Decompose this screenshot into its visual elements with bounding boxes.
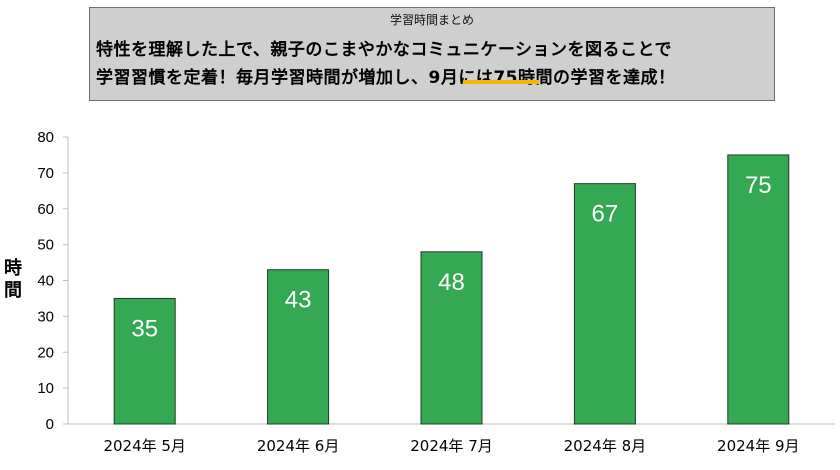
bar-value-label: 67 xyxy=(592,201,619,228)
bar-value-label: 48 xyxy=(438,269,465,296)
bar xyxy=(727,154,790,425)
bar xyxy=(113,297,176,425)
summary-line-2: 学習習慣を定着！毎月学習時間が増加し、9月には75時間の学習を達成！ xyxy=(96,63,676,88)
y-tick-label: 60 xyxy=(37,201,54,218)
summary-line-2-suffix: の学習を達成！ xyxy=(553,68,676,88)
y-tick-label: 0 xyxy=(46,416,54,433)
summary-title: 学習時間まとめ xyxy=(389,13,474,27)
summary-line-1: 特性を理解した上で、親子のこまやかなコミュニケーションを図ることで xyxy=(96,40,672,60)
y-tick-label: 20 xyxy=(37,344,54,361)
x-tick-label: 2024年 5月 xyxy=(103,437,186,455)
highlight-underline xyxy=(463,80,539,84)
y-axis-label-char-2: 間 xyxy=(4,280,22,301)
bar-value-label: 35 xyxy=(131,315,158,342)
bar xyxy=(573,183,636,425)
summary-header-box: 学習時間まとめ 特性を理解した上で、親子のこまやかなコミュニケーションを図ること… xyxy=(89,7,775,101)
bar-value-label: 75 xyxy=(745,172,772,199)
bar-value-label: 43 xyxy=(285,287,312,314)
y-tick-label: 10 xyxy=(37,380,54,397)
y-tick-label: 70 xyxy=(37,165,54,182)
y-axis-label-char-1: 時 xyxy=(4,258,22,279)
x-tick-label: 2024年 9月 xyxy=(717,437,800,455)
x-tick-label: 2024年 6月 xyxy=(257,437,340,455)
bar xyxy=(420,251,483,425)
y-axis-label: 時 間 xyxy=(3,258,23,302)
y-tick-label: 80 xyxy=(37,129,54,146)
bar xyxy=(267,269,330,425)
summary-line-2-prefix: 学習習慣を定着！毎月学習時間が増加し、9月には xyxy=(96,68,494,88)
y-tick-label: 30 xyxy=(37,308,54,325)
y-tick-label: 40 xyxy=(37,273,54,290)
x-tick-label: 2024年 7月 xyxy=(410,437,493,455)
y-tick-label: 50 xyxy=(37,237,54,254)
x-tick-label: 2024年 8月 xyxy=(564,437,647,455)
